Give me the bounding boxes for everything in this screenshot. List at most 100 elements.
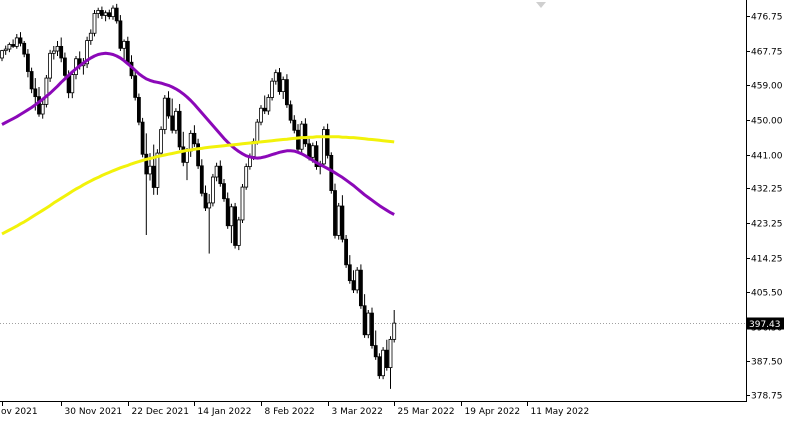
- candle-body: [37, 96, 41, 115]
- candle-body: [292, 119, 297, 131]
- candle-body: [22, 42, 27, 55]
- candle-body: [366, 312, 371, 336]
- candle-body: [111, 7, 115, 18]
- x-tick-label: 30 Nov 2021: [65, 407, 123, 417]
- candle-body: [225, 198, 230, 227]
- y-tick-label: 414.25: [751, 255, 783, 265]
- candle-body: [100, 10, 104, 16]
- candle-body: [307, 143, 312, 158]
- candle-body: [210, 176, 215, 204]
- candle-body: [40, 103, 45, 115]
- y-tick-label: 423.25: [751, 220, 783, 230]
- x-tick-label: 19 Apr 2022: [465, 407, 521, 417]
- candle-body: [314, 145, 319, 167]
- y-tick-label: 467.75: [751, 48, 783, 58]
- candle-body: [133, 75, 138, 98]
- y-axis-ticks: 476.75 467.75 459.00 450.00 441.00 432.25 423.…: [746, 13, 783, 402]
- x-tick-label: 11 May 2022: [531, 407, 590, 417]
- candle-body: [199, 165, 204, 194]
- candle-body: [185, 150, 189, 163]
- candle-body: [14, 37, 19, 47]
- candle-body: [259, 107, 263, 123]
- y-tick-label: 405.50: [751, 289, 783, 299]
- candle-body: [370, 312, 374, 346]
- candle-body: [125, 40, 130, 63]
- candle-body: [270, 80, 275, 98]
- candle-body: [181, 146, 186, 163]
- candle-body: [381, 349, 386, 377]
- candle-body: [136, 97, 141, 123]
- x-axis-ticks: ov 2021 30 Nov 2021 22 Dec 2021 14 Jan 2022…: [1, 402, 589, 417]
- x-tick-label: 14 Jan 2022: [198, 407, 252, 417]
- candle-body: [173, 110, 178, 131]
- candle-body: [192, 132, 197, 145]
- candle-body: [155, 152, 160, 188]
- candle-body: [373, 345, 378, 358]
- candle-body: [118, 20, 123, 49]
- y-tick-label: 378.75: [751, 392, 783, 402]
- price-tag-label: 397.43: [749, 320, 781, 330]
- candle-body: [310, 145, 315, 158]
- candle-body: [255, 121, 260, 142]
- y-tick-label: 441.00: [751, 152, 783, 162]
- candle-body: [229, 206, 234, 227]
- moving-averages-layer: [1, 51, 395, 236]
- candle-body: [85, 40, 89, 65]
- candle-body: [7, 44, 12, 50]
- candle-body: [88, 32, 93, 41]
- candle-body: [33, 88, 38, 98]
- candle-body: [25, 53, 30, 72]
- candle-body: [277, 72, 282, 93]
- candle-body: [321, 129, 326, 165]
- candle-body: [214, 165, 219, 178]
- candle-body: [144, 153, 149, 175]
- candle-body: [170, 115, 175, 131]
- candle-body: [233, 206, 238, 246]
- candle-body: [281, 79, 286, 93]
- scroll-marker-icon[interactable]: [536, 2, 546, 8]
- candle-body: [333, 190, 337, 236]
- candle-body: [222, 183, 226, 200]
- moving-average-slow-line: [1, 135, 395, 236]
- candle-body: [273, 72, 278, 82]
- candle-body: [266, 97, 271, 112]
- candle-body: [196, 143, 201, 167]
- candle-body: [325, 129, 330, 156]
- candle-body: [92, 13, 97, 34]
- candle-body: [18, 37, 23, 44]
- candle-body: [296, 129, 300, 150]
- candle-body: [63, 57, 67, 76]
- candle-body: [51, 50, 56, 54]
- candle-body: [70, 74, 75, 94]
- candle-body: [336, 205, 341, 236]
- x-tick-label: 3 Mar 2022: [332, 407, 383, 417]
- candle-body: [284, 79, 289, 106]
- candle-body: [148, 165, 152, 175]
- candle-body: [207, 202, 212, 209]
- candle-body: [351, 280, 356, 291]
- candle-body: [3, 48, 8, 52]
- price-tag-box: [747, 317, 784, 330]
- candle-body: [55, 45, 60, 52]
- candle-body: [166, 97, 171, 117]
- candle-body: [48, 52, 52, 79]
- candle-body: [140, 121, 145, 155]
- candle-body: [114, 7, 119, 22]
- current-price-tag: 397.43: [747, 317, 784, 330]
- candle-body: [122, 40, 126, 49]
- x-tick-label: 22 Dec 2021: [132, 407, 190, 417]
- candle-body: [244, 166, 249, 188]
- x-tick-label: 8 Feb 2022: [265, 407, 315, 417]
- candle-body: [177, 110, 182, 148]
- candle-body: [347, 264, 352, 282]
- candle-body: [162, 97, 167, 130]
- candle-body: [344, 238, 349, 266]
- candle-body: [96, 10, 101, 14]
- moving-average-fast-line: [1, 51, 395, 216]
- y-tick-label: 450.00: [751, 117, 783, 127]
- candle-body: [44, 77, 49, 105]
- candle-body: [11, 44, 16, 47]
- candle-body: [303, 123, 308, 145]
- x-tick-label: ov 2021: [1, 407, 38, 417]
